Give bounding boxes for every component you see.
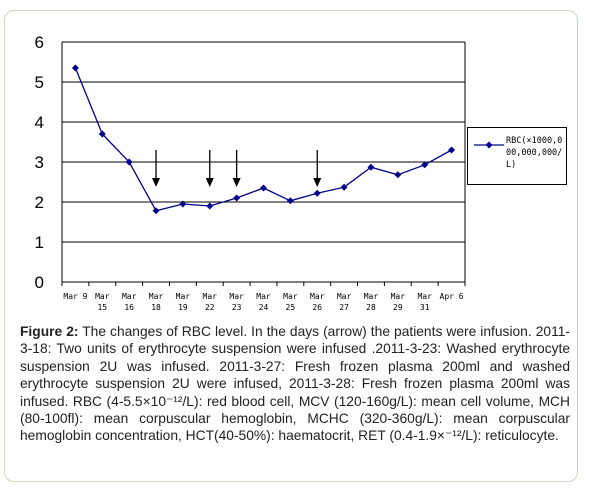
y-tick-label: 6: [35, 33, 44, 52]
x-tick-label: Mar 18: [149, 292, 164, 312]
x-tick-label: Mar 16: [122, 292, 137, 312]
y-tick-label: 4: [35, 113, 44, 132]
figure-frame: [4, 10, 578, 482]
infusion-arrow-head: [313, 178, 322, 187]
data-point: [206, 202, 214, 210]
data-point: [71, 64, 79, 72]
data-point: [394, 171, 402, 179]
y-tick-label: 3: [35, 153, 44, 172]
y-tick-labels: 0 1 2 3 4 5 6: [35, 33, 44, 292]
x-tick-label: Apr 6: [440, 292, 464, 301]
chart-legend: RBC(×1000,000,000,000/L): [467, 127, 567, 185]
caption-label: Figure 2:: [20, 324, 79, 339]
grid-layer: [62, 41, 465, 243]
legend-marker: [474, 141, 504, 149]
y-tick-label: 1: [35, 233, 44, 252]
x-tick-label: Mar 28: [364, 292, 379, 312]
data-point: [98, 130, 106, 138]
infusion-arrow-head: [232, 178, 241, 187]
series-layer: [71, 64, 456, 215]
infusion-arrow-head: [152, 178, 161, 187]
x-tick-label: Mar 25: [283, 292, 298, 312]
y-tick-label: 2: [35, 193, 44, 212]
legend-label: RBC(×1000,000,000,000/L): [506, 136, 563, 170]
data-point: [313, 189, 321, 197]
x-tick-label: Mar 27: [337, 292, 352, 312]
data-point: [286, 197, 294, 205]
x-tick-label: Mar 23: [229, 292, 244, 312]
data-point: [260, 184, 267, 192]
figure-caption: Figure 2: The changes of RBC level. In t…: [20, 323, 570, 445]
x-tick-label: Mar 24: [256, 292, 271, 312]
x-tick-label: Mar 9: [63, 292, 87, 301]
data-point: [448, 146, 456, 154]
infusion-arrow-head: [205, 178, 214, 187]
x-tick-label: Mar 26: [310, 292, 325, 312]
y-tick-label: 5: [35, 73, 44, 92]
data-point: [125, 158, 133, 166]
x-tick-labels: Mar 9 Mar 15 Mar 16 Mar 18 Mar 19 Mar 22 Mar 23 Mar 24…: [63, 292, 463, 312]
data-point: [233, 194, 241, 202]
x-tick-label: Mar 15: [95, 292, 110, 312]
x-tick-label: Mar 29: [391, 292, 406, 312]
y-tick-label: 0: [35, 273, 44, 292]
data-point: [152, 207, 160, 215]
x-tick-label: Mar 19: [176, 292, 191, 312]
data-point: [179, 200, 187, 208]
caption-text: The changes of RBC level. In the days (a…: [20, 324, 570, 444]
axis-layer: [61, 42, 466, 286]
data-point: [340, 183, 348, 191]
data-point: [367, 163, 375, 171]
data-point: [421, 161, 429, 169]
x-tick-label: Mar 31: [417, 292, 432, 312]
x-tick-label: Mar 22: [203, 292, 218, 312]
infusion-arrows: [152, 150, 322, 187]
